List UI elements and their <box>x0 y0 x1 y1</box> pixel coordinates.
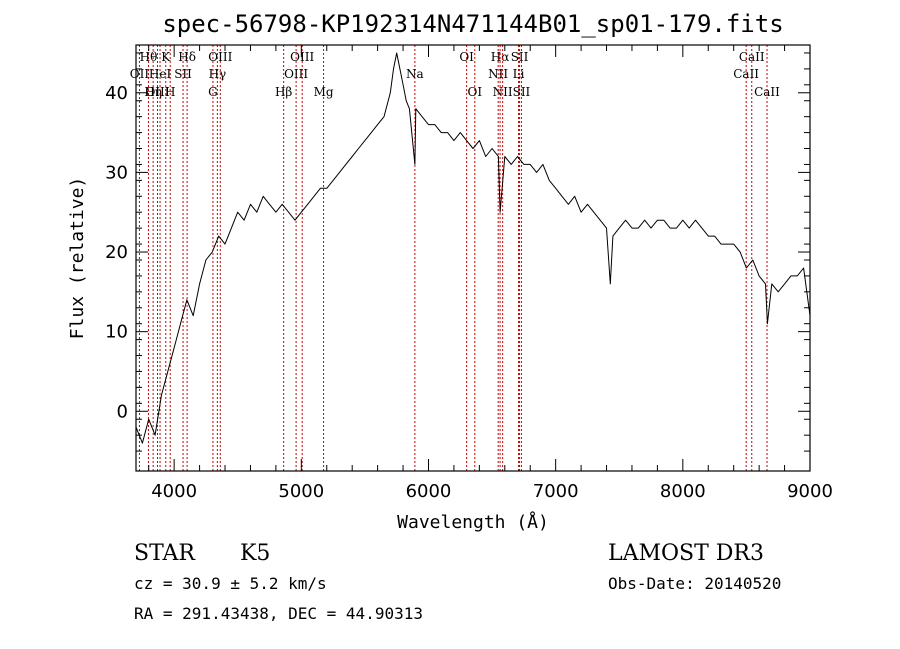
coordinates-text: RA = 291.43438, DEC = 44.90313 <box>134 604 423 623</box>
x-tick-label: 7000 <box>533 481 579 502</box>
y-tick-label: 20 <box>105 242 128 263</box>
spectral-line-label: H <box>165 85 175 99</box>
object-subclass: K5 <box>240 541 270 566</box>
spectral-line-label: SII <box>511 50 529 64</box>
y-axis: 0 10 20 30 40 <box>105 52 810 452</box>
spectral-line-label: Hη <box>144 85 162 99</box>
y-axis-label: Flux (relative) <box>67 177 88 340</box>
x-tick-label: 4000 <box>151 481 197 502</box>
spectral-line-label: CaII <box>733 67 759 81</box>
spectral-line-label: OIII <box>145 85 169 99</box>
redshift-text: cz = 30.9 ± 5.2 km/s <box>134 574 327 593</box>
x-axis: 4000 5000 6000 7000 8000 9000 <box>148 45 833 502</box>
spectral-line-label: OII <box>130 67 150 81</box>
spectral-line-label: SII <box>513 85 531 99</box>
x-tick-label: 9000 <box>787 481 833 502</box>
x-axis-label: Wavelength (Å) <box>397 511 549 533</box>
spectral-line-label: CaII <box>754 85 780 99</box>
spectral-line-label: Hα <box>491 50 510 64</box>
spectral-line-label: OIII <box>284 67 308 81</box>
spectral-line-label: Hβ <box>275 85 292 99</box>
spectral-line-label: OIII <box>290 50 314 64</box>
spectrum-series <box>135 52 811 444</box>
spectral-line-label: Li <box>513 67 525 81</box>
spectral-line-label: Hδ <box>178 50 196 64</box>
x-tick-label: 5000 <box>278 481 324 502</box>
flux-spectrum-line <box>135 52 811 444</box>
spectral-line-label: HeI <box>149 67 172 81</box>
spectral-line-label: G <box>208 85 218 99</box>
plot-frame <box>135 44 811 472</box>
spectral-line-label: OI <box>459 50 474 64</box>
y-tick-label: 30 <box>105 162 128 183</box>
spectral-line-label: K <box>161 50 171 64</box>
object-class: STAR <box>134 541 196 566</box>
spectral-line-label: Mg <box>314 85 334 99</box>
chart-title: spec-56798-KP192314N471144B01_sp01-179.f… <box>162 10 783 38</box>
spectral-line-label: OIII <box>208 50 232 64</box>
obs-date-text: Obs-Date: 20140520 <box>608 574 781 593</box>
spectral-line-label: Hγ <box>209 67 227 81</box>
x-tick-label: 6000 <box>406 481 452 502</box>
spectral-line-label: Na <box>406 67 424 81</box>
spectral-line-label: Hθ <box>140 50 158 64</box>
spectral-line-label: NII <box>493 85 513 99</box>
spectral-line-label: NII <box>488 67 508 81</box>
spectral-line-label: OI <box>467 85 482 99</box>
y-tick-label: 0 <box>117 401 128 422</box>
spectral-line-label: SII <box>174 67 192 81</box>
y-tick-label: 40 <box>105 83 128 104</box>
y-tick-label: 10 <box>105 322 128 343</box>
survey-name: LAMOST DR3 <box>608 541 764 566</box>
x-tick-label: 8000 <box>660 481 706 502</box>
spectral-line-label: CaII <box>739 50 765 64</box>
